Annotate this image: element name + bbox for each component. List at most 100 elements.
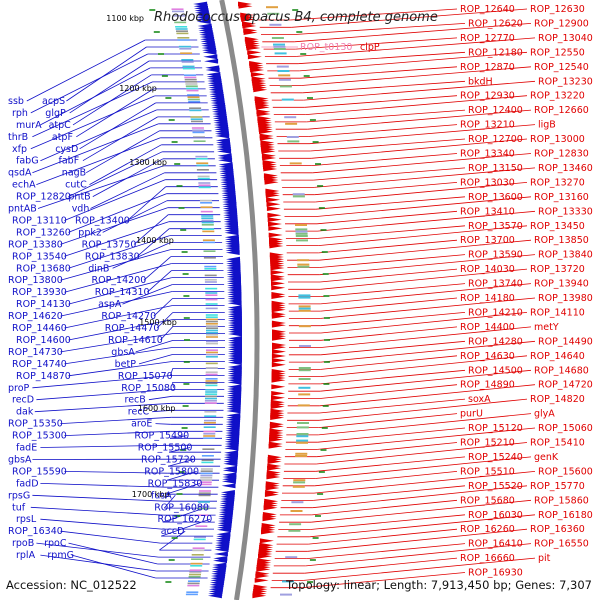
gene-label-forward: ROP_13330 bbox=[538, 206, 593, 217]
annotation-feature bbox=[204, 402, 217, 404]
label-connector-reverse bbox=[135, 340, 174, 353]
annotation-feature bbox=[206, 327, 218, 329]
annotation-feature bbox=[185, 83, 198, 85]
annotation-feature bbox=[206, 340, 218, 343]
gene-label-forward: ROP_14680 bbox=[534, 365, 589, 376]
gene-label-reverse: dinB bbox=[88, 263, 109, 274]
label-connector-forward bbox=[310, 514, 466, 530]
gene-label-forward: ROP_14720 bbox=[538, 380, 593, 391]
annotation-feature bbox=[205, 378, 218, 380]
gene-label-forward: ROP_13410 bbox=[460, 206, 515, 217]
annotation-feature bbox=[200, 474, 213, 477]
annotation-feature bbox=[292, 195, 305, 198]
forward-strand-feature bbox=[256, 111, 271, 117]
annotation-feature bbox=[200, 477, 213, 479]
label-connector-forward bbox=[319, 254, 466, 268]
forward-strand-feature bbox=[263, 505, 278, 511]
forward-strand-feature bbox=[271, 307, 286, 313]
label-connector-reverse bbox=[68, 193, 167, 233]
reverse-strand-feature bbox=[214, 547, 229, 552]
reverse-strand-feature bbox=[222, 468, 237, 473]
gene-label-forward: ROP_13030 bbox=[460, 177, 515, 188]
label-connector-forward bbox=[311, 153, 458, 166]
label-connector-forward bbox=[320, 355, 528, 377]
annotation-feature bbox=[298, 393, 311, 396]
annotation-feature bbox=[186, 87, 199, 90]
gene-label-reverse: ROP_13380 bbox=[8, 239, 63, 250]
label-connector-forward bbox=[320, 326, 532, 348]
label-connector-reverse bbox=[60, 333, 174, 353]
annotation-feature bbox=[292, 193, 305, 196]
gene-label-reverse: ROP_13400 bbox=[75, 216, 130, 227]
forward-strand-feature bbox=[270, 415, 285, 420]
annotation-feature bbox=[197, 175, 210, 178]
label-connector-reverse bbox=[167, 459, 194, 467]
label-connector-forward bbox=[320, 312, 528, 334]
gene-label-reverse: ROP_14460 bbox=[12, 323, 67, 334]
gene-label-reverse: aroE bbox=[131, 419, 152, 430]
annotation-feature bbox=[176, 32, 189, 35]
forward-strand-feature bbox=[271, 322, 286, 328]
forward-strand-feature bbox=[272, 336, 286, 341]
label-connector-forward bbox=[295, 37, 458, 50]
label-connector-forward bbox=[309, 514, 536, 538]
gene-label-forward: ROP_15410 bbox=[530, 438, 585, 449]
annotation-feature bbox=[195, 155, 208, 158]
gene-label-forward: ROP_14400 bbox=[460, 322, 515, 333]
annotation-feature bbox=[298, 386, 311, 389]
gene-label-reverse: ROP_13800 bbox=[8, 275, 63, 286]
annotation-feature bbox=[174, 21, 187, 24]
gene-label-reverse: cysD bbox=[55, 144, 78, 155]
gene-label-reverse: ROP_13750 bbox=[82, 239, 137, 250]
annotation-feature bbox=[191, 554, 204, 556]
annotation-feature bbox=[193, 538, 206, 541]
annotation-feature bbox=[205, 384, 218, 387]
forward-strand-feature bbox=[270, 276, 285, 282]
label-connector-forward bbox=[320, 268, 528, 290]
annotation-feature bbox=[196, 162, 209, 164]
gene-label-reverse: ROP_15490 bbox=[134, 431, 189, 442]
annotation-feature bbox=[297, 404, 310, 407]
backbone-arc bbox=[219, 0, 260, 600]
label-connector-forward bbox=[320, 283, 466, 297]
genome-summary-text: Topology: linear; Length: 7,913,450 bp; … bbox=[286, 578, 592, 592]
gene-label-reverse: ROP_14310 bbox=[95, 287, 150, 298]
forward-strand-feature bbox=[246, 45, 261, 51]
gene-label-reverse: ROP_14620 bbox=[8, 311, 63, 322]
annotation-feature bbox=[198, 492, 211, 494]
gene-label-forward: ROP_14280 bbox=[468, 336, 523, 347]
label-connector-forward bbox=[311, 499, 532, 523]
annotation-feature bbox=[196, 164, 209, 167]
forward-strand-feature bbox=[261, 529, 275, 535]
annotation-feature bbox=[192, 131, 205, 134]
annotation-feature bbox=[285, 556, 298, 559]
forward-strand-feature bbox=[266, 197, 281, 203]
gene-label-reverse: aspA bbox=[98, 299, 122, 310]
gene-label-forward: ROP_16660 bbox=[460, 553, 515, 564]
label-connector-forward bbox=[313, 167, 466, 181]
annotation-feature bbox=[188, 580, 200, 582]
scale-tick-label: 1400 kbp bbox=[136, 236, 174, 245]
forward-strand-feature bbox=[243, 30, 258, 35]
label-connector-reverse bbox=[40, 67, 151, 126]
reverse-strand-feature bbox=[227, 360, 242, 365]
reverse-strand-feature bbox=[228, 331, 242, 337]
gene-label-forward: ROP_12900 bbox=[534, 18, 589, 29]
label-connector-reverse bbox=[146, 270, 172, 293]
annotation-feature bbox=[274, 52, 287, 55]
label-connector-reverse bbox=[30, 95, 155, 150]
annotation-feature bbox=[276, 65, 289, 68]
forward-strand-feature bbox=[253, 87, 268, 93]
annotation-feature bbox=[286, 136, 299, 138]
gene-label-forward: ROP_13740 bbox=[468, 279, 523, 290]
annotation-feature bbox=[171, 8, 184, 10]
label-connector-reverse bbox=[64, 221, 169, 257]
annotation-feature bbox=[203, 435, 216, 437]
gene-label-forward: ROP_13340 bbox=[460, 149, 515, 160]
reverse-strand-feature bbox=[218, 157, 233, 163]
label-connector-reverse bbox=[34, 402, 172, 413]
annotation-feature bbox=[204, 419, 216, 422]
reverse-strand-feature bbox=[204, 58, 219, 64]
forward-strand-feature bbox=[264, 492, 279, 497]
annotation-feature bbox=[202, 230, 215, 233]
